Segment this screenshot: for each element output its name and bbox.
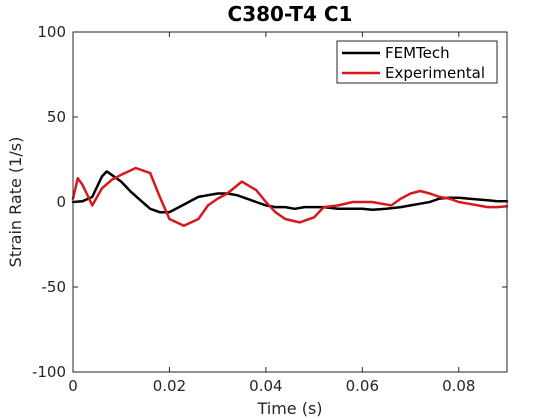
legend-box <box>336 40 498 84</box>
y-tick-label: -50 <box>42 278 67 296</box>
chart-title: C380-T4 C1 <box>228 2 353 26</box>
y-tick-label: -100 <box>32 363 66 381</box>
series-line-1 <box>71 170 509 214</box>
legend: FEMTech Experimental <box>336 40 498 84</box>
y-axis-label: Strain Rate (1/s) <box>6 137 25 268</box>
y-tick-label: 100 <box>37 23 66 41</box>
x-tick-label: 0.06 <box>346 377 379 395</box>
plot-area <box>73 32 507 372</box>
x-tick-label: 0.02 <box>153 377 186 395</box>
y-tick-label: 0 <box>56 193 66 211</box>
legend-label-2: Experimental <box>385 64 485 82</box>
ticks: 0 0.02 0.04 0.06 0.08 -100 -50 0 50 100 <box>32 23 507 395</box>
plot-lines <box>71 166 509 228</box>
series-line-2 <box>71 166 509 228</box>
y-tick-label: 50 <box>47 108 66 126</box>
legend-label-1: FEMTech <box>385 44 450 62</box>
x-tick-label: 0.04 <box>249 377 282 395</box>
x-tick-label: 0 <box>68 377 78 395</box>
x-axis-label: Time (s) <box>256 399 322 418</box>
x-tick-label: 0.08 <box>442 377 475 395</box>
